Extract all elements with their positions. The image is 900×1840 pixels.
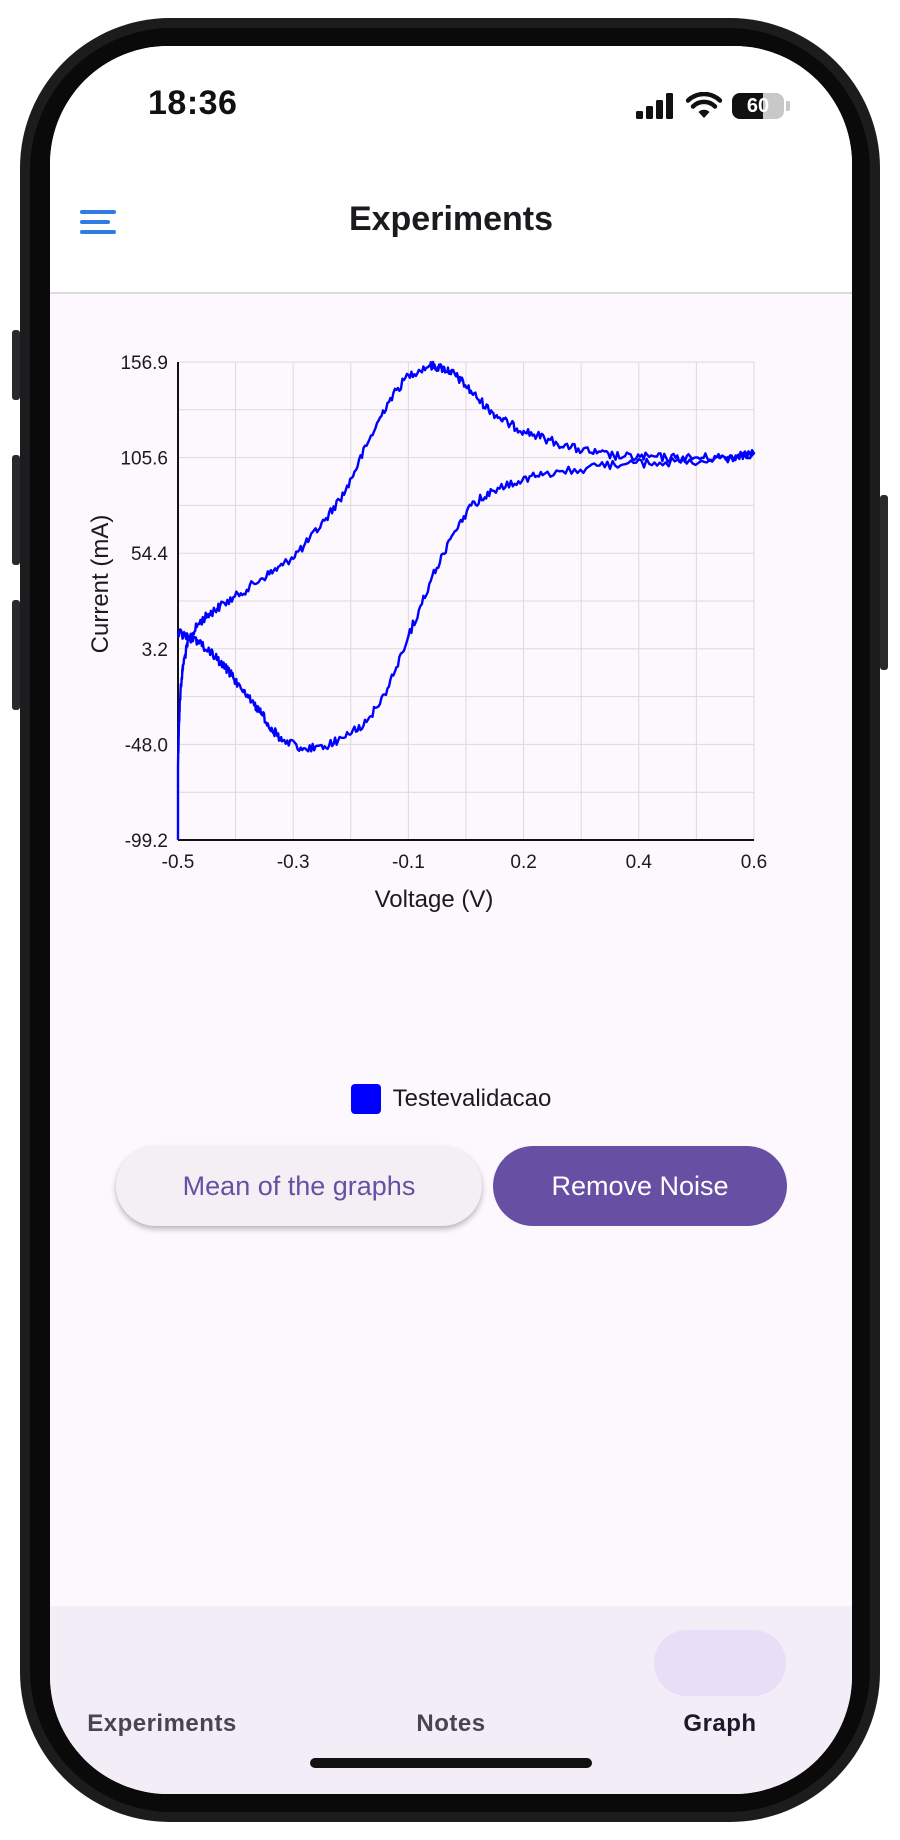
x-tick-label: 0.2 (510, 852, 536, 873)
volume-down-button (12, 600, 20, 710)
battery-fill (732, 93, 764, 119)
x-tick-label: 0.6 (741, 852, 767, 873)
hamburger-menu-icon (80, 210, 116, 234)
mean-of-graphs-button[interactable]: Mean of the graphs (116, 1146, 482, 1226)
nav-active-indicator (654, 1630, 786, 1696)
nav-item-graph[interactable]: Graph (620, 1630, 820, 1740)
x-tick-label: -0.3 (277, 852, 310, 873)
phone-screen: 18:36 60 (50, 46, 852, 1794)
y-tick-label: 54.4 (131, 544, 168, 565)
nav-label-graph: Graph (683, 1710, 757, 1737)
legend-label: Testevalidacao (392, 1085, 552, 1112)
remove-noise-button[interactable]: Remove Noise (493, 1146, 787, 1226)
app-bar: Experiments (50, 156, 852, 294)
y-tick-label: 156.9 (120, 353, 168, 374)
y-tick-label: 105.6 (120, 449, 168, 470)
y-axis-label: Current (mA) (87, 515, 114, 654)
status-time: 18:36 (148, 84, 238, 122)
action-button (12, 330, 20, 400)
x-tick-label: 0.4 (626, 852, 653, 873)
status-icons: 60 (636, 90, 790, 122)
battery-level-text: 60 (746, 95, 770, 117)
menu-button[interactable] (76, 202, 120, 242)
chart-legend: Testevalidacao (50, 1084, 852, 1114)
main-content: -0.5 -0.3 -0.1 0.2 0.4 0.6 156.9 105.6 54.4 3.2 -4… (50, 294, 852, 1606)
y-tick-label: -48.0 (125, 735, 168, 756)
cv-chart: -0.5 -0.3 -0.1 0.2 0.4 0.6 156.9 105.6 54.4 3.2 -4… (87, 353, 767, 913)
power-button (880, 495, 888, 670)
x-tick-label: -0.1 (392, 852, 425, 873)
y-tick-label: 3.2 (142, 640, 168, 661)
home-indicator (310, 1758, 592, 1768)
x-axis-label: Voltage (V) (375, 886, 494, 913)
battery-tip (786, 101, 790, 111)
chart-grid (177, 361, 755, 841)
status-bar: 18:36 60 (50, 46, 852, 156)
legend-swatch (350, 1084, 381, 1114)
series-line (176, 360, 756, 840)
page-title: Experiments (348, 200, 554, 238)
nav-label-experiments: Experiments (87, 1710, 237, 1737)
y-tick-label: -99.2 (125, 831, 168, 852)
chart-ticks: -0.5 -0.3 -0.1 0.2 0.4 0.6 156.9 105.6 54.4 3.2 -4… (120, 353, 767, 873)
nav-item-notes[interactable]: Notes (351, 1630, 551, 1740)
chart-series (176, 360, 756, 840)
signal-icon (636, 93, 673, 119)
x-tick-label: -0.5 (162, 852, 195, 873)
wifi-icon (686, 92, 722, 118)
battery-icon: 60 (732, 93, 784, 119)
nav-label-notes: Notes (416, 1710, 486, 1737)
volume-up-button (12, 455, 20, 565)
nav-item-experiments[interactable]: Experiments (62, 1630, 262, 1740)
